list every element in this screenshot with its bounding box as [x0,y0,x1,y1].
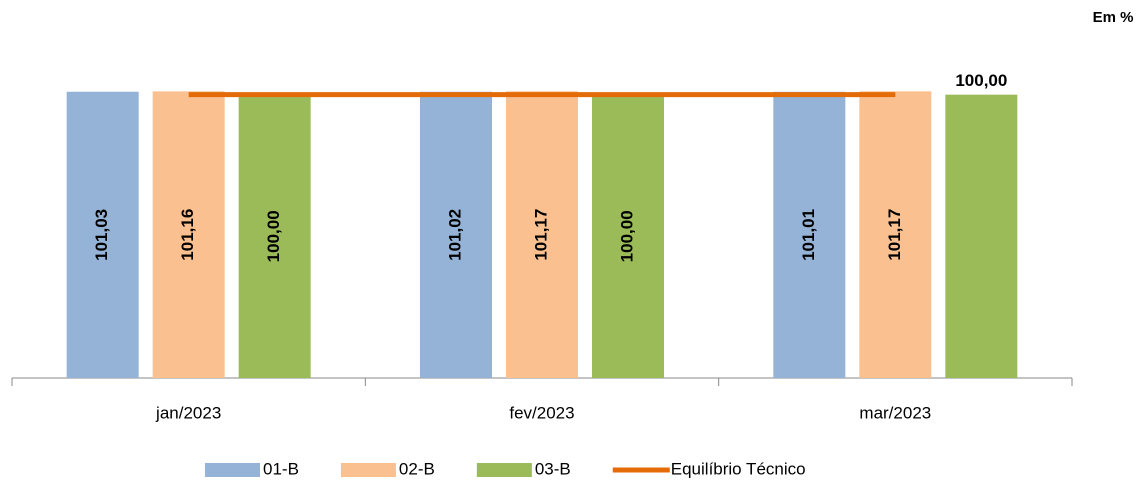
legend-swatch [205,463,260,477]
value-label: 101,17 [531,209,550,261]
bar [945,94,1018,379]
bar [238,94,311,379]
unit-note: Em % [1093,9,1134,26]
bar [859,91,932,378]
legend-swatch [476,463,532,477]
legend-label: 03-B [535,459,571,478]
bar [506,91,578,378]
legend-label: 02-B [399,459,435,478]
value-label: 101,02 [445,209,464,261]
bar [420,91,492,378]
legend-swatch [340,463,396,477]
legend-label: 01-B [263,459,299,478]
value-label: 100,00 [617,210,636,262]
value-label: 101,01 [799,209,818,261]
value-label: 101,16 [178,209,197,261]
x-tick-label: mar/2023 [859,403,931,422]
bar [773,91,846,379]
x-tick-label: jan/2023 [155,403,221,422]
value-label: 101,17 [885,209,904,261]
x-tick-label: fev/2023 [509,403,574,422]
value-label: 100,00 [264,210,283,262]
value-label: 101,03 [92,209,111,261]
bar [66,91,139,378]
legend-label: Equilíbrio Técnico [671,459,806,478]
value-label: 100,00 [955,71,1007,90]
bar [152,91,225,378]
bar [592,94,664,379]
